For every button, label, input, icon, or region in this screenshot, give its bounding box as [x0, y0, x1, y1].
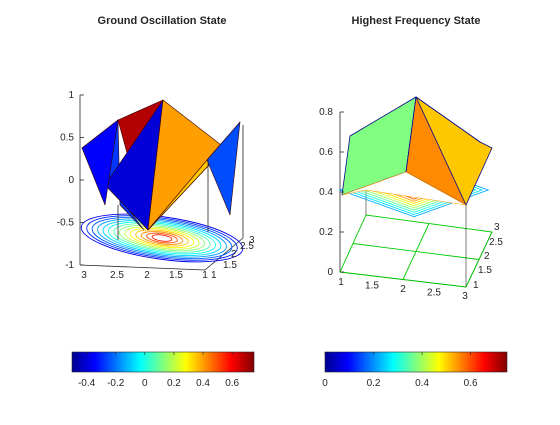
- ground-contour-line: [86, 215, 238, 261]
- ground-x-tick-label: 2: [144, 270, 150, 281]
- ground-contour-line: [108, 221, 216, 255]
- ground-z-tick-label: -0.5: [57, 218, 75, 229]
- ground-colorbar-ticks: -0.4 -0.2 0 0.2 0.4 0.6: [78, 352, 240, 389]
- ground-x-tick-label: 3: [81, 270, 87, 281]
- ground-contour-line: [97, 218, 227, 258]
- highest-colorbar-tick-label: 0.4: [415, 378, 429, 389]
- ground-contour-line: [146, 232, 178, 244]
- highest-x-tick-label: 3: [462, 291, 468, 302]
- ground-contour-line: [151, 234, 173, 242]
- highest-surface: [341, 96, 493, 206]
- ground-y-tick-label: 2.5: [240, 241, 254, 252]
- highest-colorbar-tick-label: 0.2: [367, 378, 381, 389]
- highest-x-ticks: 1 1.5 2 2.5 3: [338, 277, 468, 302]
- highest-state-title: Highest Frequency State: [352, 15, 481, 27]
- ground-colorbar-gradient: [71, 351, 255, 373]
- highest-y-ticks: 1 1.5 2 2.5 3: [473, 222, 503, 291]
- ground-z-tick-label: 0: [68, 175, 74, 186]
- ground-surface: [81, 99, 241, 240]
- ground-z-tick-label: 1: [68, 90, 74, 101]
- highest-colorbar: 0 0.2 0.4 0.6: [322, 351, 508, 389]
- ground-contour-line: [140, 231, 184, 245]
- highest-z-tick-label: 0.4: [319, 187, 333, 198]
- ground-contour-line: [129, 227, 195, 249]
- ground-colorbar-tick-label: -0.4: [78, 378, 96, 389]
- ground-y-tick-label: 1: [211, 270, 217, 281]
- ground-contour-line: [135, 229, 189, 247]
- ground-y-ticks: 1 1.522.53: [211, 235, 255, 281]
- highest-x-tick-label: 1.5: [365, 281, 379, 292]
- highest-z-tick-label: 0.8: [319, 107, 333, 118]
- ground-z-ticks: -1 -0.5 0 0.5 1: [57, 90, 84, 271]
- ground-z-tick-label: -1: [65, 260, 74, 271]
- highest-colorbar-tick-label: 0.6: [464, 378, 478, 389]
- ground-colorbar-tick-label: 0: [142, 378, 148, 389]
- highest-x-tick-label: 2: [400, 284, 406, 295]
- ground-contour-line: [118, 224, 206, 252]
- ground-y-tick-label: 1.5: [223, 260, 237, 271]
- ground-colorbar: -0.4 -0.2 0 0.2 0.4 0.6: [71, 351, 255, 389]
- ground-colorbar-tick-label: -0.2: [107, 378, 125, 389]
- ground-surface-facet: [81, 119, 119, 206]
- highest-colorbar-gradient: [324, 351, 508, 373]
- ground-surface-facet: [206, 121, 241, 216]
- ground-contour-line: [80, 213, 244, 263]
- ground-contour-line: [102, 220, 222, 256]
- ground-state-plot: Ground Oscillation State -1-0.500.51 3 2.…: [57, 15, 255, 281]
- highest-y-tick-label: 1: [473, 280, 479, 291]
- ground-x-tick-label: 2.5: [110, 270, 124, 281]
- highest-y-tick-label: 3: [494, 222, 500, 233]
- ground-contour: [80, 213, 244, 263]
- ground-colorbar-tick-label: 0.2: [167, 378, 181, 389]
- highest-y-tick-label: 2: [484, 251, 490, 262]
- ground-x-ticks: 3 2.5 2 1.5 1: [81, 270, 208, 281]
- ground-contour-line: [91, 216, 233, 260]
- highest-y-tick-label: 1.5: [478, 265, 492, 276]
- ground-colorbar-tick-label: 0.6: [225, 378, 239, 389]
- highest-y-tick-label: 2.5: [489, 237, 503, 248]
- highest-floor-grid: [339, 190, 493, 288]
- ground-state-title: Ground Oscillation State: [98, 15, 227, 27]
- highest-x-tick-label: 2.5: [427, 288, 441, 299]
- ground-x-tick-label: 1.5: [169, 270, 183, 281]
- ground-z-tick-label: 0.5: [60, 133, 74, 144]
- ground-contour-line: [113, 223, 211, 253]
- highest-colorbar-tick-label: 0: [322, 378, 328, 389]
- highest-x-tick-label: 1: [338, 277, 344, 288]
- ground-colorbar-tick-label: 0.4: [196, 378, 210, 389]
- ground-y-tick-label: 3: [249, 235, 255, 246]
- highest-surface-rim: [341, 171, 467, 206]
- highest-colorbar-ticks: 0 0.2 0.4 0.6: [322, 352, 478, 389]
- highest-grid-line: [352, 243, 480, 260]
- highest-z-tick-label: 0: [327, 267, 333, 278]
- highest-z-ticks: 0 0.2 0.4 0.6 0.8: [319, 107, 344, 278]
- highest-grid-outline: [339, 214, 493, 288]
- ground-y-tick-label: 2: [231, 249, 237, 260]
- ground-x-tick-label: 1: [202, 270, 208, 281]
- ground-contour-line: [124, 226, 200, 250]
- highest-z-tick-label: 0.6: [319, 147, 333, 158]
- highest-z-tick-label: 0.2: [319, 227, 333, 238]
- highest-surface-facet: [415, 96, 493, 206]
